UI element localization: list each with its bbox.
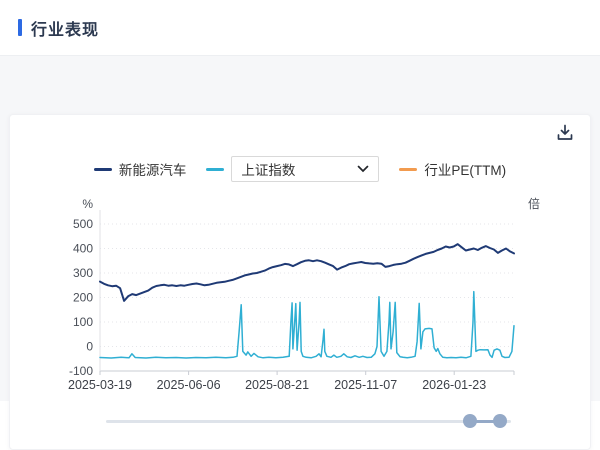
y-tick-label: 200 [73, 291, 93, 305]
legend-swatch-orange [399, 167, 418, 171]
x-tick-label: 2025-06-06 [157, 378, 221, 392]
slider-track[interactable] [106, 420, 511, 423]
y-tick-label: 500 [73, 217, 93, 231]
download-button[interactable] [551, 120, 579, 148]
series-line-0 [99, 243, 515, 302]
y-tick-label: 400 [73, 242, 93, 256]
slider-handle-start[interactable] [463, 414, 478, 428]
page-background: 500 400 300 200 100 0 -100% 倍 2025-03-19 2025-06-… [0, 56, 600, 450]
download-icon [557, 124, 573, 140]
legend-swatch-navy [93, 167, 112, 171]
y-tick-label: 100 [73, 315, 93, 329]
index-select[interactable]: 上证指数 [231, 156, 380, 182]
y-tick-label: 300 [73, 266, 93, 280]
legend-label-pe: 行业PE(TTM) [424, 163, 507, 178]
x-tick-label: 2026-01-23 [422, 378, 486, 392]
y-axis-unit-left: % [82, 197, 93, 211]
chart-legend: 新能源汽车 上证指数 行业PE(TTM) [10, 156, 590, 182]
y-axis-unit-right: 倍 [528, 196, 540, 211]
x-tick-label: 2025-11-07 [334, 378, 397, 392]
legend-item-nev[interactable]: 新能源汽车 [93, 159, 187, 179]
series-line-1 [99, 290, 515, 359]
legend-item-index: 上证指数 [206, 156, 380, 182]
x-tick-label: 2025-08-21 [245, 378, 309, 392]
y-tick-label: -100 [69, 364, 93, 378]
chart-card: 500 400 300 200 100 0 -100% 倍 2025-03-19 2025-06-… [9, 114, 591, 450]
chevron-down-icon [358, 165, 369, 173]
y-tick-label: 0 [86, 340, 93, 354]
title-accent-bar [18, 19, 22, 36]
x-tick-label: 2025-03-19 [68, 378, 132, 392]
legend-item-pe[interactable]: 行业PE(TTM) [399, 159, 506, 179]
page-title: 行业表现 [31, 21, 100, 39]
legend-label-nev: 新能源汽车 [118, 163, 187, 178]
time-range-slider[interactable] [106, 413, 511, 429]
index-select-value: 上证指数 [241, 163, 296, 178]
slider-handle-end[interactable] [493, 414, 508, 428]
section-header: 行业表现 [0, 0, 600, 56]
legend-swatch-cyan [206, 167, 225, 171]
line-chart[interactable]: 500 400 300 200 100 0 -100% 倍 2025-03-19 2025-06-… [10, 115, 590, 405]
